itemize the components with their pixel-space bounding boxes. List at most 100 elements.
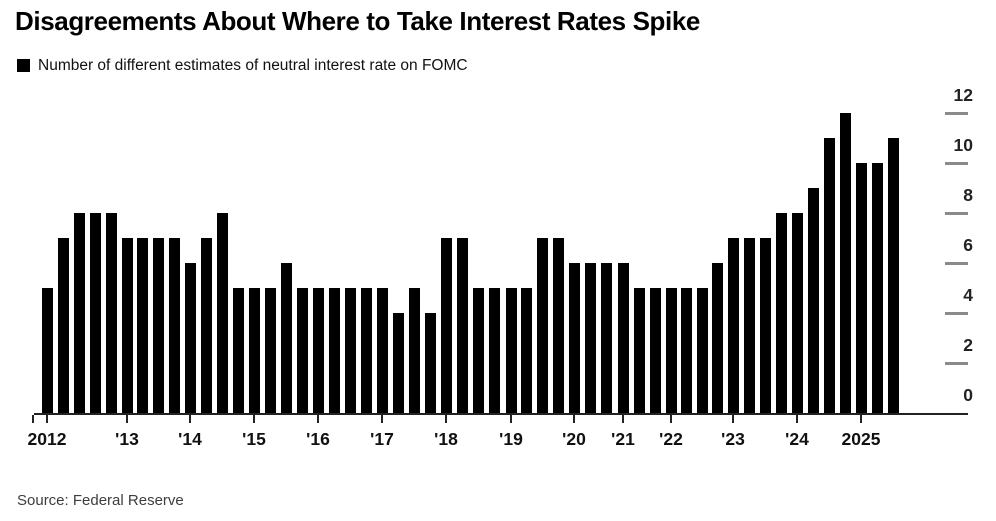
bar [743,238,755,413]
x-axis-label: '22 [659,429,683,449]
bar [360,288,372,413]
x-axis-tick [573,415,575,423]
x-axis-label: 2012 [27,429,67,449]
bar [617,263,629,413]
y-axis-tick-dash [945,362,968,365]
x-axis-label: '17 [370,429,394,449]
bar [887,138,899,413]
y-axis-tick-dash [945,312,968,315]
source-note: Source: Federal Reserve [17,492,184,509]
bar [601,263,613,413]
x-axis-label: 2025 [841,429,881,449]
y-axis-label: 12 [953,85,973,105]
chart-title: Disagreements About Where to Take Intere… [15,6,700,36]
bar [584,263,596,413]
bar [855,163,867,413]
x-axis-label: '16 [306,429,330,449]
y-axis-tick-dash [945,112,968,115]
bar [473,288,484,413]
y-axis-label: 2 [963,335,973,355]
x-axis-tick [670,415,672,423]
bar [665,288,677,413]
bar [424,313,436,413]
x-axis-label: '19 [499,429,523,449]
bar [649,288,661,413]
bar [823,138,835,413]
bar [839,113,851,413]
x-axis-tick [32,415,34,423]
y-axis-label: 10 [953,135,973,155]
bar [440,238,452,413]
bar [759,238,771,413]
bar [168,238,180,413]
x-axis-tick [445,415,447,423]
y-axis-label: 0 [963,385,973,405]
bar [232,288,244,413]
bar [344,288,356,413]
x-axis-label: '15 [242,429,266,449]
x-axis-label: '14 [178,429,202,449]
bar [537,238,548,413]
bar [153,238,164,413]
bar [712,263,723,413]
x-axis-tick [796,415,798,423]
x-axis-tick [253,415,255,423]
bar [456,238,468,413]
bar [489,288,501,413]
legend-swatch-icon [17,59,30,72]
bar [871,163,883,413]
x-axis-tick [317,415,319,423]
bar [376,288,388,413]
x-axis-line [34,413,968,415]
y-axis-tick-dash [945,212,968,215]
x-axis-label: '23 [721,429,745,449]
bar [633,288,645,413]
bar [105,213,117,413]
y-axis-tick-dash [945,262,968,265]
bar [328,288,340,413]
bar [727,238,739,413]
x-axis-tick [732,415,734,423]
bar [521,288,533,413]
x-axis-tick [860,415,862,423]
bar [552,238,564,413]
x-axis-label: '20 [562,429,586,449]
bar [568,263,580,413]
bar [200,238,212,413]
x-axis-label: '24 [785,429,809,449]
legend-label: Number of different estimates of neutral… [38,57,468,74]
bar [280,263,292,413]
x-axis-tick [46,415,48,423]
y-axis-tick-dash [945,162,968,165]
bar [264,288,276,413]
x-axis-tick [622,415,624,423]
bar [408,288,420,413]
x-axis-tick [126,415,128,423]
x-axis-label: '21 [611,429,635,449]
bar [696,288,708,413]
y-axis-label: 6 [963,235,973,255]
bar [681,288,692,413]
y-axis-label: 4 [963,285,973,305]
x-axis-tick [510,415,512,423]
bar [392,313,404,413]
bar [184,263,196,413]
x-axis-tick [189,415,191,423]
bar [312,288,324,413]
x-axis-label: '13 [115,429,139,449]
bar [775,213,787,413]
bar [121,238,133,413]
bar [791,213,803,413]
x-axis-label: '18 [434,429,458,449]
bar [296,288,308,413]
bar [41,288,53,413]
y-axis-label: 8 [963,185,973,205]
x-axis-tick [381,415,383,423]
bar [57,238,69,413]
bar [137,238,149,413]
bar [248,288,260,413]
bar [89,213,101,413]
bar [505,288,517,413]
